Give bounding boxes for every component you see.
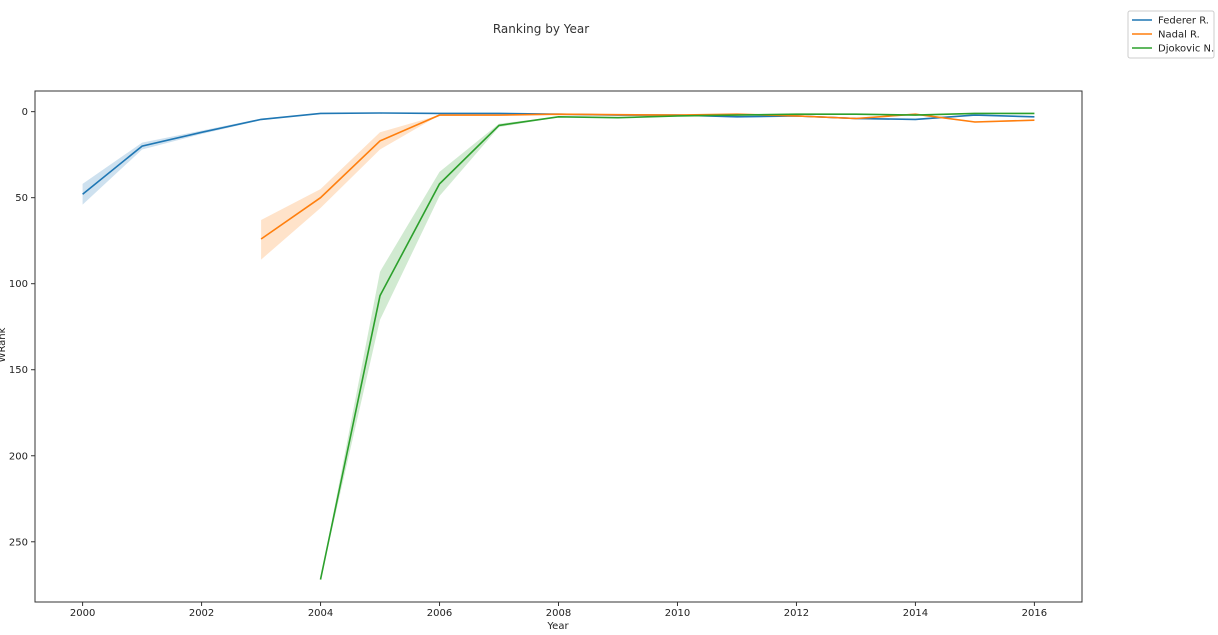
plot-area	[82, 112, 1035, 580]
x-tick-label: 2014	[903, 608, 928, 619]
legend: Federer R. Nadal R. Djokovic N.	[1127, 10, 1215, 59]
chart-title: Ranking by Year	[493, 22, 589, 36]
series-0-line	[82, 112, 1035, 195]
legend-entry-1: Nadal R.	[1158, 30, 1200, 41]
legend-frame	[1127, 10, 1215, 59]
x-tick-label: 2006	[427, 608, 452, 619]
x-tick-label: 2002	[189, 608, 214, 619]
y-tick-label: 100	[9, 279, 28, 290]
x-tick-label: 2008	[546, 608, 571, 619]
y-tick-label: 50	[15, 193, 28, 204]
y-tick-label: 150	[9, 365, 28, 376]
series-2-line	[319, 112, 1035, 580]
x-axis: 2000 2002 2004 2006 2008 2010 2012 2014 2016	[70, 602, 1047, 619]
series-1-line	[260, 113, 1035, 240]
x-tick-label: 2012	[784, 608, 809, 619]
legend-entry-2: Djokovic N.	[1158, 44, 1214, 55]
x-tick-label: 2000	[70, 608, 95, 619]
y-axis: 0 50 100 150 200 250	[9, 107, 35, 548]
x-tick-label: 2004	[308, 608, 333, 619]
series-2-confidence-band	[320, 113, 1035, 580]
y-axis-label: WRank	[0, 327, 8, 362]
x-tick-label: 2016	[1022, 608, 1047, 619]
legend-entry-0: Federer R.	[1158, 16, 1209, 27]
y-tick-label: 200	[9, 451, 28, 462]
series-1-confidence-band	[261, 113, 1035, 260]
y-tick-label: 0	[22, 107, 28, 118]
plot-frame	[34, 90, 1083, 603]
x-tick-label: 2010	[665, 608, 690, 619]
x-axis-label: Year	[546, 621, 569, 632]
y-tick-label: 250	[9, 537, 28, 548]
